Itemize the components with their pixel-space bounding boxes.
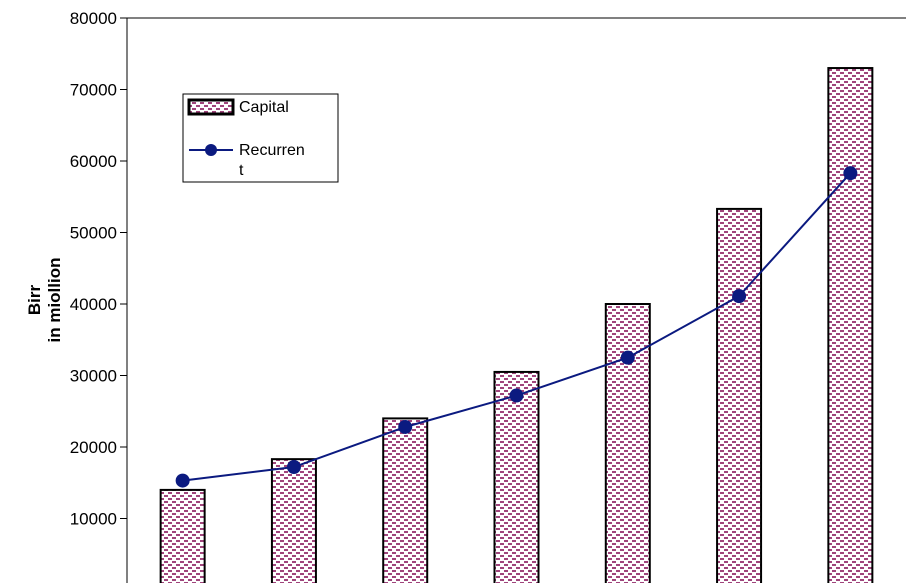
capital-bar: [159, 488, 206, 583]
capital-bar: [716, 207, 763, 583]
recurrent-point: [732, 289, 747, 304]
plot-area: 10000 20000 30000 40000 50000 60000 70000 80000: [70, 9, 906, 583]
y-axis-title-line-1: Birr: [25, 285, 44, 316]
y-tick-label: 20000: [70, 438, 117, 457]
y-tick-label: 40000: [70, 295, 117, 314]
y-tick-label: 80000: [70, 9, 117, 28]
y-tick-label: 70000: [70, 81, 117, 100]
legend: Capital Recurren t: [182, 93, 339, 183]
capital-bar: [382, 417, 429, 583]
legend-recurrent-label-line-1: Recurren: [239, 142, 305, 159]
recurrent-point: [398, 419, 413, 434]
recurrent-point: [843, 166, 858, 181]
y-axis-title: Birr in miollion: [25, 258, 64, 343]
y-tick-label: 30000: [70, 367, 117, 386]
legend-capital-label: Capital: [239, 99, 289, 116]
recurrent-point: [509, 388, 524, 403]
legend-capital-swatch: [187, 98, 235, 116]
recurrent-point: [620, 350, 635, 365]
legend-recurrent-marker: [205, 144, 217, 156]
capital-bar: [270, 458, 317, 583]
y-tick-label: 50000: [70, 224, 117, 243]
capital-bar: [493, 370, 540, 583]
y-tick-label: 60000: [70, 152, 117, 171]
y-tick-label: 10000: [70, 510, 117, 529]
capital-bar: [604, 303, 651, 583]
capital-bar: [827, 67, 874, 583]
recurrent-point: [286, 460, 301, 475]
legend-recurrent-label-line-2: t: [239, 162, 244, 179]
y-axis-title-line-2: in miollion: [45, 258, 64, 343]
recurrent-point: [175, 473, 190, 488]
